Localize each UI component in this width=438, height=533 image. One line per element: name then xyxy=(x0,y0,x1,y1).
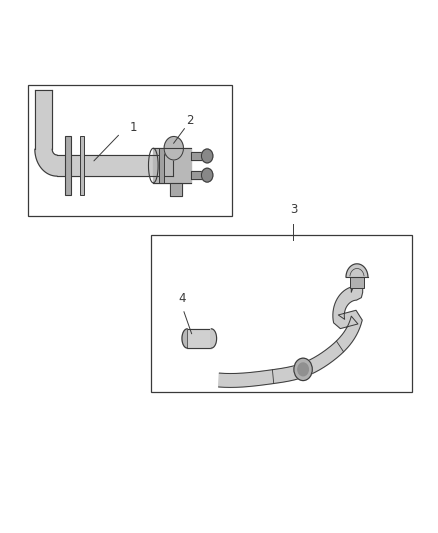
Bar xyxy=(28,85,232,216)
Bar xyxy=(159,148,164,183)
Bar xyxy=(151,235,412,392)
Text: 3: 3 xyxy=(290,203,297,216)
Polygon shape xyxy=(153,148,191,183)
Circle shape xyxy=(201,168,213,182)
Polygon shape xyxy=(219,277,363,387)
Polygon shape xyxy=(211,329,216,348)
Polygon shape xyxy=(170,183,182,196)
Circle shape xyxy=(294,358,312,381)
Polygon shape xyxy=(187,329,211,348)
Polygon shape xyxy=(57,155,173,176)
Bar xyxy=(81,136,84,195)
Polygon shape xyxy=(191,152,207,160)
Text: 1: 1 xyxy=(129,122,137,134)
Circle shape xyxy=(298,363,308,376)
Polygon shape xyxy=(346,264,368,277)
Polygon shape xyxy=(182,329,187,348)
Polygon shape xyxy=(191,171,207,180)
Text: 4: 4 xyxy=(178,292,186,305)
Polygon shape xyxy=(35,149,57,176)
Circle shape xyxy=(201,149,213,163)
Polygon shape xyxy=(35,90,52,149)
Circle shape xyxy=(164,136,184,160)
Bar xyxy=(65,136,71,195)
Bar xyxy=(350,277,364,288)
Text: 2: 2 xyxy=(186,115,194,127)
